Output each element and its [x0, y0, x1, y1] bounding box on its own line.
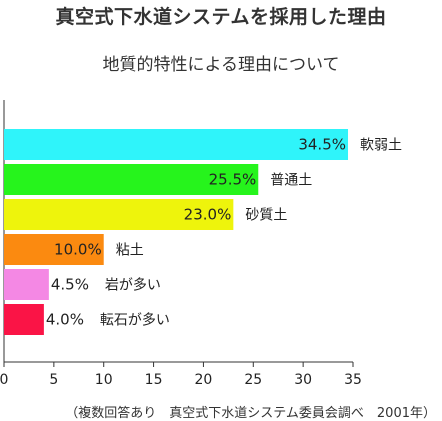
category-label: 砂質土: [245, 208, 287, 224]
value-label: 25.5%: [209, 171, 257, 189]
bar: [4, 129, 349, 160]
bar: [4, 269, 49, 300]
x-tick-label: 15: [145, 372, 163, 388]
x-tick-label: 0: [0, 372, 8, 388]
x-tick-label: 30: [294, 372, 312, 388]
bar: [4, 304, 44, 335]
x-tick-label: 25: [244, 372, 262, 388]
chart-subtitle: 地質的特性による理由について: [102, 55, 340, 75]
x-tick-label: 20: [195, 372, 213, 388]
value-label: 10.0%: [54, 241, 102, 259]
x-tick-label: 5: [49, 372, 58, 388]
category-label: 普通土: [270, 173, 312, 189]
x-tick-label: 35: [344, 372, 362, 388]
source-note: （複数回答あり 真空式下水道システム委員会調べ 2001年）: [65, 406, 436, 421]
chart-title: 真空式下水道システムを採用した理由: [55, 6, 387, 28]
value-label: 34.5%: [298, 136, 346, 154]
value-label: 4.0%: [46, 311, 84, 329]
category-label: 転石が多い: [100, 312, 170, 329]
bar: [4, 234, 104, 265]
category-label: 粘土: [116, 243, 144, 259]
value-label: 23.0%: [184, 206, 232, 224]
category-label: 岩が多い: [105, 277, 161, 294]
value-label: 4.5%: [51, 276, 89, 294]
bar: [4, 199, 234, 230]
category-label: 軟弱土: [360, 138, 402, 154]
bar: [4, 164, 259, 195]
x-tick-label: 10: [95, 372, 113, 388]
